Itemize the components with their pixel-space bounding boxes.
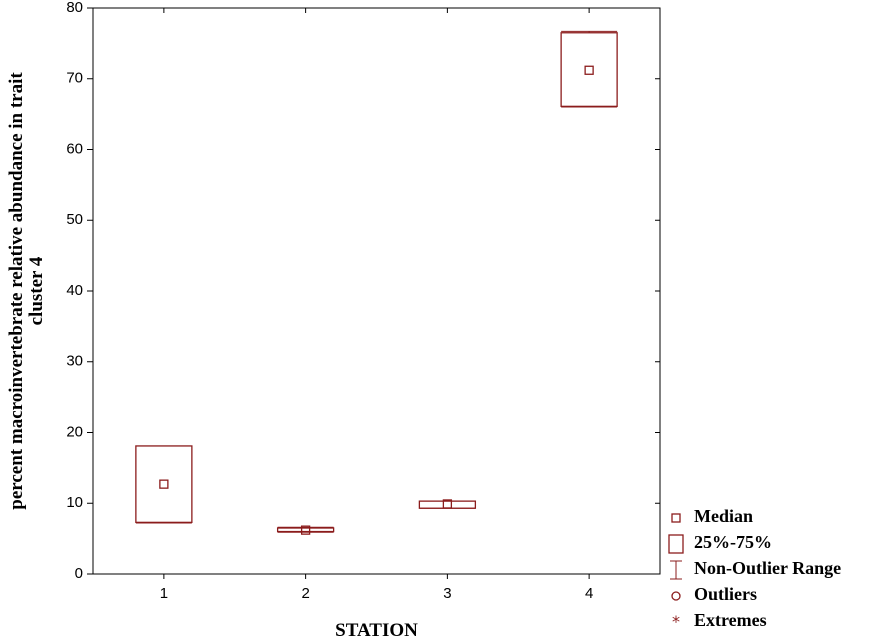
legend-label: 25%-75%: [694, 532, 772, 552]
y-tick-label: 0: [75, 565, 83, 582]
y-tick-label: 70: [66, 70, 83, 87]
legend-icon: *: [672, 612, 680, 631]
box: [276, 527, 335, 533]
box: [418, 500, 477, 509]
median-marker: [300, 525, 311, 535]
x-axis-label: STATION: [335, 620, 418, 641]
y-tick-label: 10: [66, 494, 83, 511]
y-tick-label: 50: [66, 211, 83, 228]
x-tick-label: 4: [585, 585, 593, 602]
x-tick-label: 2: [301, 585, 309, 602]
x-tick-label: 1: [160, 585, 168, 602]
x-tick-label: 3: [443, 585, 451, 602]
box: [135, 445, 193, 524]
legend-label: Non-Outlier Range: [694, 558, 841, 578]
legend-icon: [671, 513, 681, 523]
box: [560, 32, 618, 107]
y-axis-label: percent macroinvertebrate relative abund…: [6, 72, 27, 510]
legend-icon: [668, 534, 684, 554]
legend-label: Extremes: [694, 610, 767, 630]
y-tick-label: 40: [66, 282, 83, 299]
median-marker: [442, 499, 453, 509]
median-marker: [159, 479, 169, 489]
legend-icon: [671, 591, 681, 601]
y-tick-label: 20: [66, 423, 83, 440]
y-tick-label: 80: [66, 0, 83, 16]
y-axis-label: cluster 4: [26, 256, 47, 325]
y-tick-label: 30: [66, 353, 83, 370]
legend-label: Outliers: [694, 584, 757, 604]
median-marker: [584, 65, 594, 75]
legend-label: Median: [694, 506, 753, 526]
y-tick-label: 60: [66, 140, 83, 157]
